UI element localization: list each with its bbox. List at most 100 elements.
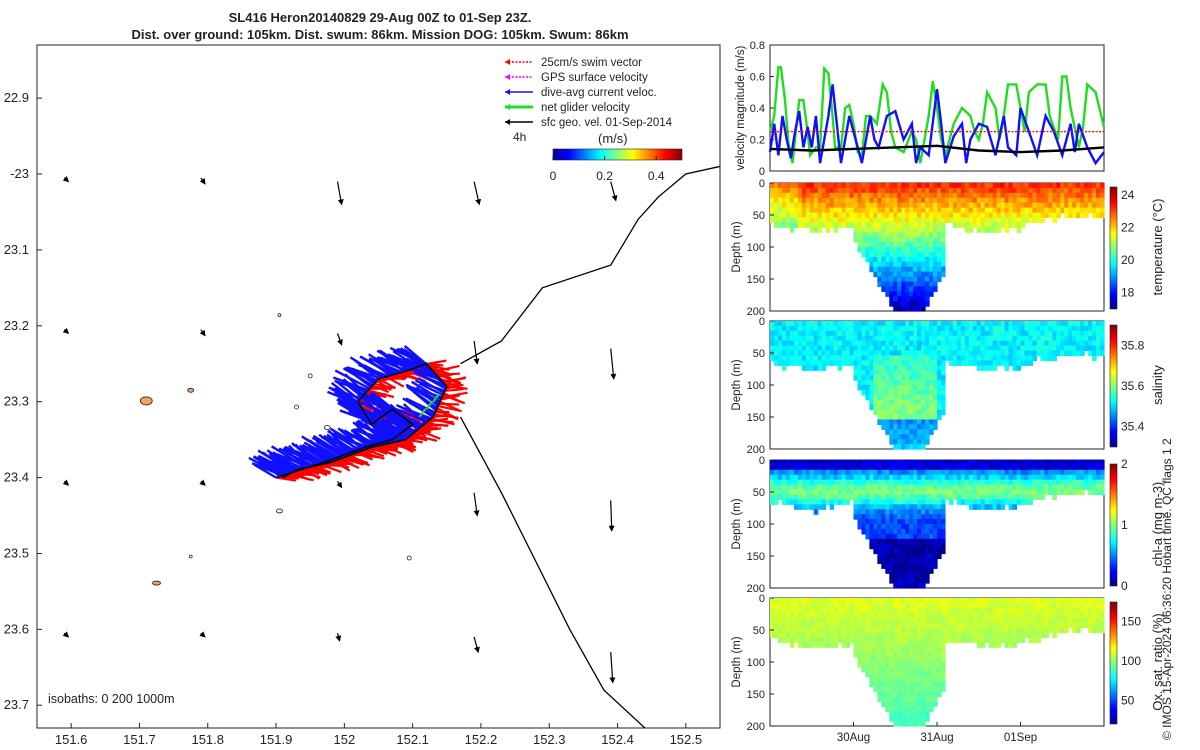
- reef-outline: [294, 404, 299, 410]
- heatmap-colorbar-label: chl-a (mg m-3): [1150, 482, 1165, 567]
- heatmap-colorbar-tick: 35.8: [1121, 338, 1145, 352]
- heatmap-colorbar: [1109, 463, 1118, 587]
- map-ytick-label: 22.9: [4, 90, 29, 105]
- geo-velocity-arrow: [473, 636, 480, 654]
- map-xtick-label: 151.6: [55, 732, 88, 747]
- heatmap-ytick-label: 150: [747, 274, 765, 286]
- track-map-chart: 151.6 151.7 151.8 151.9 152 152.1 152.2 152.3 15…: [4, 44, 721, 747]
- isobath-200m-line: [459, 416, 646, 728]
- reef-outline: [187, 387, 195, 393]
- heatmap-colorbar-tick: 20: [1121, 253, 1135, 267]
- heatmap-panel-chlorophyll: 0 50 100 150 200 Depth (m) 2 1 0 chl-a (mg m-3): [731, 455, 1165, 595]
- heatmap-ytick-label: 0: [759, 316, 765, 328]
- velocity-ytick-label: 0.2: [750, 135, 765, 147]
- heatmap-colorbar-tick: 24: [1121, 188, 1135, 202]
- heatmap-colorbar: [1109, 186, 1118, 310]
- heatmap-ytick-label: 150: [747, 689, 765, 701]
- legend-arrowhead-0: [505, 59, 510, 65]
- time-scale-label: 4h: [513, 130, 526, 144]
- heatmap-ylabel: Depth (m): [731, 359, 743, 410]
- geo-velocity-arrow: [335, 632, 342, 642]
- heatmap-colorbar-tick: 35.6: [1121, 379, 1145, 393]
- map-ytick-label: 23.3: [4, 394, 29, 409]
- velocity-series-2: [769, 144, 1105, 154]
- isobaths-label: isobaths: 0 200 1000m: [48, 692, 174, 706]
- geo-velocity-arrow: [610, 348, 617, 380]
- heatmap-ytick-label: 100: [747, 242, 765, 254]
- legend-arrowhead-3: [505, 104, 510, 110]
- speed-colorbar: [552, 148, 683, 161]
- map-ytick-label: 23.1: [4, 242, 29, 257]
- legend-arrowhead-2: [505, 89, 510, 95]
- map-ytick-label: 23.6: [4, 621, 29, 636]
- heatmap-ytick-label: 0: [759, 178, 765, 190]
- map-xtick-label: 152.1: [396, 732, 429, 747]
- geo-velocity-arrow: [608, 500, 615, 532]
- reef-outline: [323, 425, 331, 430]
- colorbar-units: (m/s): [598, 131, 628, 146]
- geo-velocity-arrow: [199, 177, 206, 185]
- legend-arrowhead-1: [505, 74, 510, 80]
- heatmap-colorbar-label: Ox. sat. ratio (%): [1150, 613, 1165, 711]
- geo-velocity-arrow: [62, 631, 70, 638]
- heatmap-colorbar-tick: 1: [1121, 518, 1128, 532]
- map-xtick-label: 152.2: [465, 732, 498, 747]
- heatmap-ytick-label: 100: [747, 657, 765, 669]
- heatmap-ytick-label: 50: [753, 210, 765, 222]
- geo-velocity-arrow: [199, 479, 206, 486]
- velocity-ylabel: velocity magnitude (m/s): [735, 46, 747, 171]
- heatmap-ytick-label: 150: [747, 551, 765, 563]
- heatmap-ytick-label: 200: [747, 306, 765, 318]
- map-xtick-label: 152.4: [601, 732, 634, 747]
- isobath-1000m-line: [460, 165, 720, 365]
- heatmap-colorbar-tick: 100: [1121, 654, 1141, 668]
- heatmap-xtick-label: 30Aug: [837, 732, 870, 744]
- reef-outline: [406, 555, 412, 561]
- colorbar-tick-label: 0.4: [648, 169, 665, 183]
- heatmap-panel-salinity: 0 50 100 150 200 Depth (m) 35.8 35.6 35.4 salinit…: [731, 316, 1165, 456]
- heatmap-ytick-label: 200: [747, 583, 765, 595]
- geo-velocity-arrow: [473, 492, 480, 517]
- geo-velocity-arrow: [473, 340, 480, 365]
- heatmap-colorbar-tick: 150: [1121, 615, 1141, 629]
- reef-outline: [152, 580, 161, 586]
- heatmap-panel-temperature: 0 50 100 150 200 Depth (m) 24 22 20 18 temperature…: [731, 178, 1165, 318]
- legend-label-3: net glider velocity: [541, 102, 630, 114]
- heatmap-colorbar-tick: 22: [1121, 221, 1135, 235]
- net-velocity-vectors: [418, 393, 440, 418]
- heatmap-colorbar-tick: 0: [1121, 579, 1128, 593]
- legend-arrowhead-4: [505, 119, 510, 125]
- heatmap-ytick-label: 100: [747, 380, 765, 392]
- colorbar-tick-label: 0.2: [596, 169, 613, 183]
- legend-label-2: dive-avg current veloc.: [541, 87, 657, 99]
- geo-velocity-arrow: [336, 333, 343, 346]
- heatmap-colorbar-tick: 18: [1121, 286, 1135, 300]
- map-ytick-label: 23.7: [4, 697, 29, 712]
- dive-avg-vector-cloud: [248, 344, 448, 479]
- geo-velocity-arrow: [336, 181, 344, 206]
- geo-velocity-arrow: [609, 652, 616, 684]
- map-xtick-label: 151.8: [191, 732, 224, 747]
- heatmap-xtick-label: 31Aug: [920, 732, 953, 744]
- heatmap-ytick-label: 0: [759, 455, 765, 467]
- heatmap-ytick-label: 50: [753, 487, 765, 499]
- velocity-ytick-label: 0.6: [750, 72, 765, 84]
- velocity-ytick-label: 0: [759, 166, 765, 178]
- figure-title-line1: SL416 Heron20140829 29-Aug 00Z to 01-Sep…: [228, 10, 532, 25]
- legend-label-4: sfc geo. vel. 01-Sep-2014: [541, 117, 673, 129]
- heatmap-ytick-label: 50: [753, 625, 765, 637]
- heatmap-colorbar: [1109, 601, 1118, 725]
- geo-velocity-arrow: [62, 327, 70, 335]
- map-xtick-label: 152.3: [533, 732, 566, 747]
- reef-outline: [276, 508, 283, 514]
- reef-outline: [139, 396, 153, 406]
- heatmap-ytick-label: 200: [747, 444, 765, 456]
- geo-velocity-arrow: [199, 631, 206, 638]
- velocity-ytick-label: 0.4: [750, 103, 765, 115]
- map-xtick-label: 151.9: [260, 732, 293, 747]
- geo-velocity-arrow: [610, 181, 618, 202]
- heatmap-ytick-label: 0: [759, 593, 765, 605]
- heatmap-ylabel: Depth (m): [731, 498, 743, 549]
- map-ytick-label: 23.5: [4, 545, 29, 560]
